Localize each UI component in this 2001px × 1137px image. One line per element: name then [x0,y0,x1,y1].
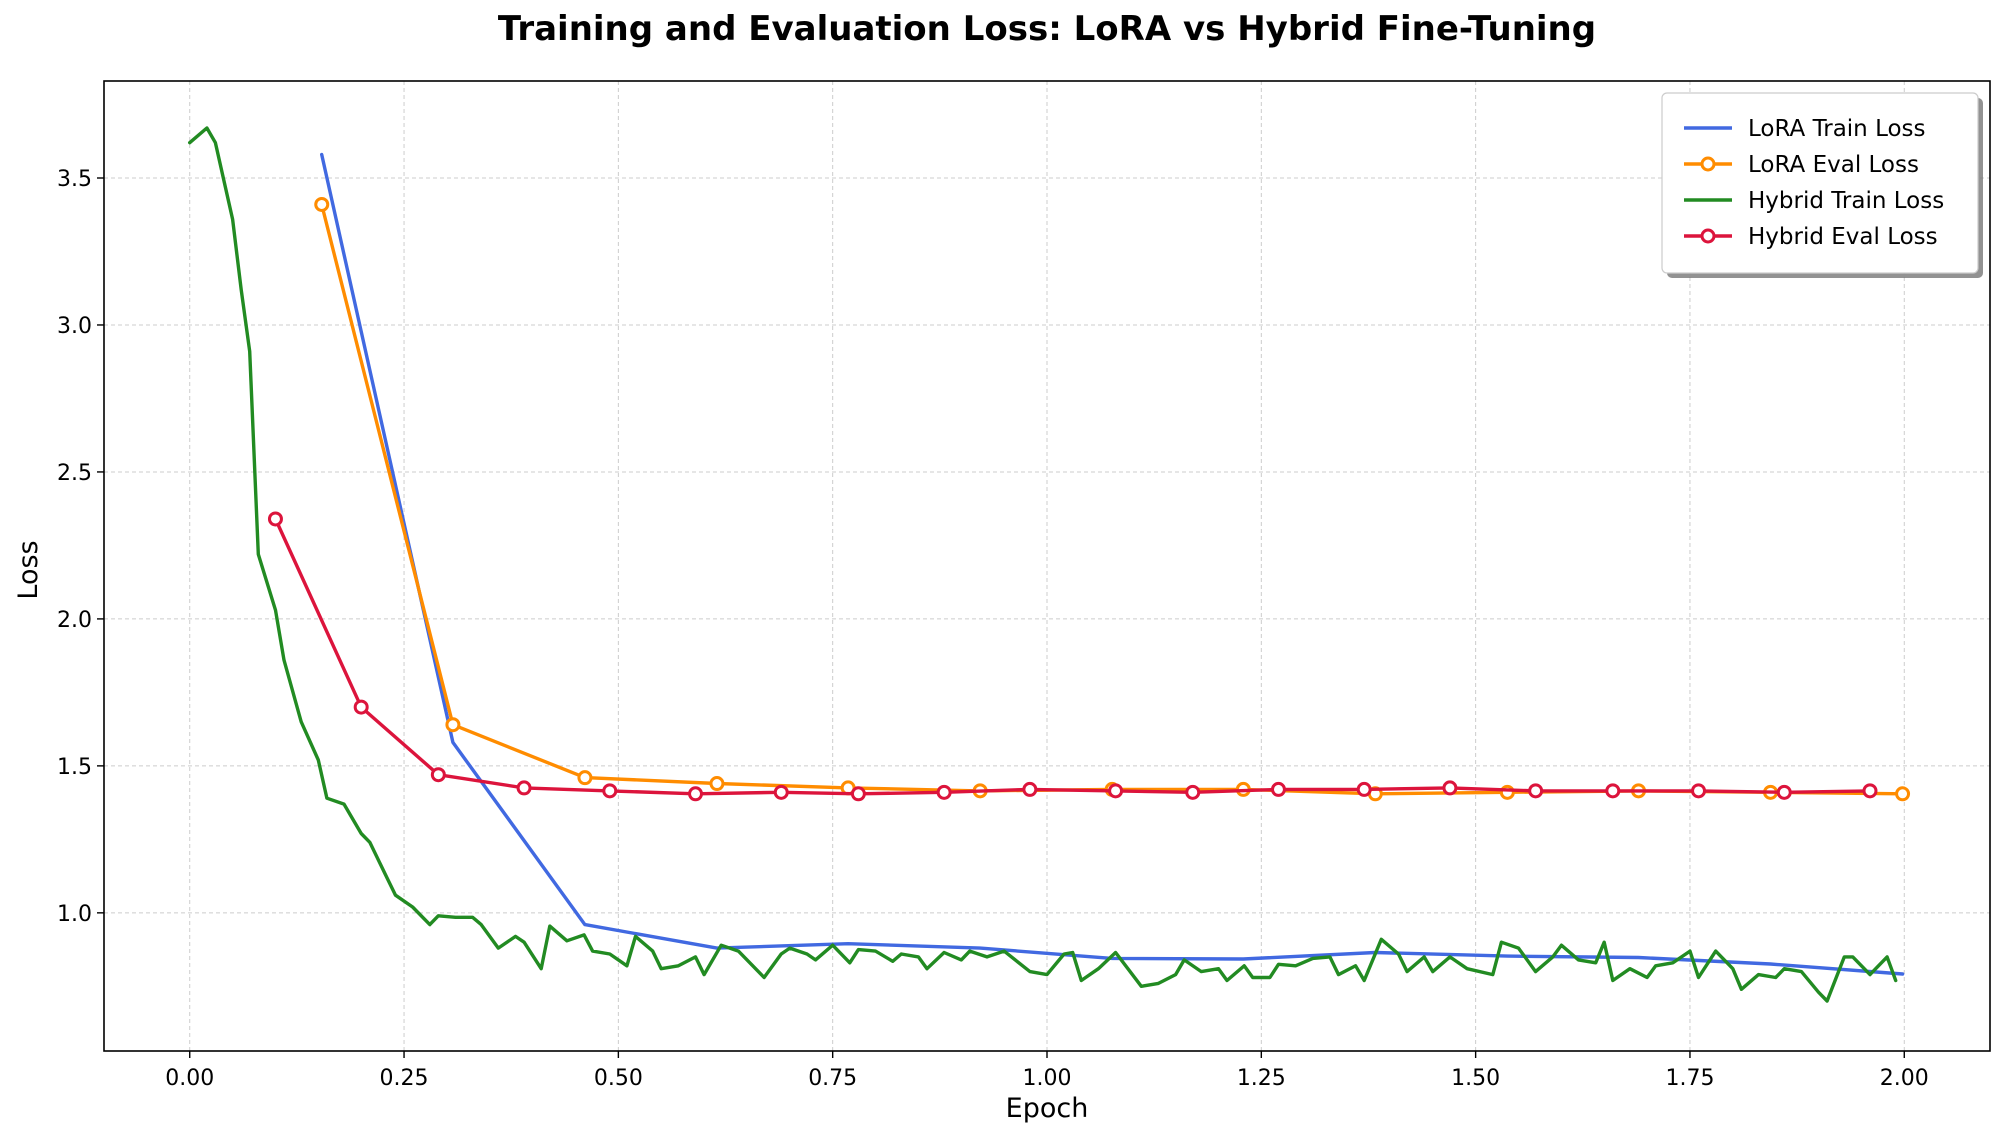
series-0 [320,152,1905,976]
y-tick-label: 3.5 [57,167,92,192]
series-line [320,152,1905,976]
data-point [850,786,866,802]
data-point [773,784,789,800]
x-tick-label: 0.50 [594,1066,643,1091]
x-tick-label: 1.50 [1451,1066,1500,1091]
data-point [353,699,369,715]
data-point [1528,783,1544,799]
x-tick-label: 1.25 [1237,1066,1286,1091]
legend: LoRA Train Loss LoRA Eval Loss Hybrid Trai… [1661,92,1983,278]
data-point [516,780,532,796]
data-point [1185,784,1201,800]
y-tick-label: 2.0 [57,608,92,633]
data-point [1895,786,1911,802]
data-point [1862,783,1878,799]
x-tick-label: 1.75 [1665,1066,1714,1091]
legend-label: LoRA Train Loss [1748,116,1926,142]
data-point [1108,783,1124,799]
data-point [709,776,725,792]
data-point [1442,780,1458,796]
y-tick-label: 2.5 [57,461,92,486]
data-point [430,767,446,783]
chart-title: Training and Evaluation Loss: LoRA vs Hy… [498,9,1596,49]
data-point [1691,783,1707,799]
series-group [187,126,1911,1003]
x-axis: 0.00 0.25 0.50 0.75 1.00 1.25 1.50 1.75 2.00 [165,1051,1929,1091]
legend-label: Hybrid Eval Loss [1748,224,1938,250]
series-2 [187,126,1898,1003]
legend-marker [1700,156,1716,172]
data-point [577,770,593,786]
series-line [273,517,1872,796]
x-tick-label: 2.00 [1880,1066,1929,1091]
data-point [1022,781,1038,797]
series-line [187,126,1898,1003]
legend-label: LoRA Eval Loss [1748,152,1919,178]
data-point [314,196,330,212]
y-axis-label: Loss [13,540,44,599]
x-tick-label: 0.25 [380,1066,429,1091]
data-point [1356,781,1372,797]
data-point [445,717,461,733]
legend-box [1661,92,1979,274]
y-tick-label: 1.5 [57,755,92,780]
y-tick-label: 3.0 [57,314,92,339]
x-axis-label: Epoch [1006,1093,1089,1124]
data-point [602,783,618,799]
data-point [1605,783,1621,799]
x-tick-label: 0.75 [808,1066,857,1091]
legend-label: Hybrid Train Loss [1748,188,1944,214]
data-point [1776,784,1792,800]
data-point [267,511,283,527]
y-tick-label: 1.0 [57,902,92,927]
x-tick-label: 1.00 [1023,1066,1072,1091]
data-point [688,786,704,802]
legend-marker [1700,228,1716,244]
data-point [936,784,952,800]
series-3 [267,511,1878,802]
data-point [1270,781,1286,797]
y-axis: 1.0 1.5 2.0 2.5 3.0 3.5 [57,167,104,927]
x-tick-label: 0.00 [165,1066,214,1091]
